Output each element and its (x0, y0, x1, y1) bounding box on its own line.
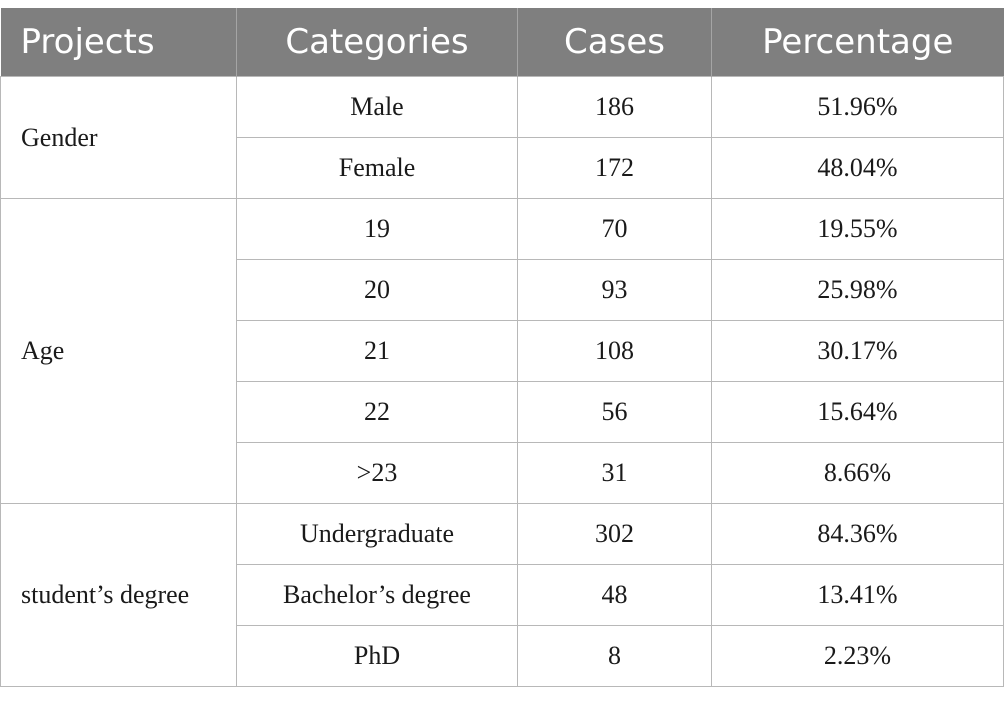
header-cases: Cases (517, 8, 712, 77)
percentage-cell: 2.23% (711, 625, 1004, 687)
cases-cell: 186 (517, 76, 712, 138)
category-cell: Undergraduate (236, 503, 518, 565)
cases-cell: 31 (517, 442, 712, 504)
category-cell: PhD (236, 625, 518, 687)
cases-cell: 108 (517, 320, 712, 382)
category-cell: Bachelor’s degree (236, 564, 518, 626)
percentage-cell: 15.64% (711, 381, 1004, 443)
cases-cell: 93 (517, 259, 712, 321)
cases-cell: 8 (517, 625, 712, 687)
table-row: Age 19 70 19.55% (0, 198, 1004, 504)
percentage-cell: 19.55% (711, 198, 1004, 260)
category-cell: 21 (236, 320, 518, 382)
percentage-cell: 25.98% (711, 259, 1004, 321)
header-percentage: Percentage (711, 8, 1004, 77)
table-row: >23 31 8.66% (1, 442, 1004, 504)
cases-cell: 172 (517, 137, 712, 199)
cases-cell: 302 (517, 503, 712, 565)
table-row: 22 56 15.64% (1, 381, 1004, 443)
cases-cell: 48 (517, 564, 712, 626)
category-cell: Male (236, 76, 518, 138)
header-categories: Categories (236, 8, 518, 77)
percentage-cell: 30.17% (711, 320, 1004, 382)
project-cell-gender: Gender (0, 76, 237, 199)
table-row: Female 172 48.04% (1, 137, 1004, 199)
category-cell: >23 (236, 442, 518, 504)
table-row: student’s degree Undergraduate 302 84.36… (0, 503, 1004, 687)
header-row: Projects Categories Cases Percentage (0, 8, 1004, 77)
percentage-cell: 48.04% (711, 137, 1004, 199)
percentage-cell: 84.36% (711, 503, 1004, 565)
category-cell: 19 (236, 198, 518, 260)
header-projects: Projects (0, 8, 237, 77)
demographics-table: Projects Categories Cases Percentage Gen… (0, 8, 1004, 687)
project-cell-age: Age (0, 198, 237, 504)
table-row: Gender Male 186 51.96% (0, 76, 1004, 199)
category-cell: Female (236, 137, 518, 199)
table-row: Bachelor’s degree 48 13.41% (1, 564, 1004, 626)
percentage-cell: 8.66% (711, 442, 1004, 504)
project-cell-students-degree: student’s degree (0, 503, 237, 687)
percentage-cell: 13.41% (711, 564, 1004, 626)
cases-cell: 70 (517, 198, 712, 260)
percentage-cell: 51.96% (711, 76, 1004, 138)
table-row: PhD 8 2.23% (1, 625, 1004, 687)
cases-cell: 56 (517, 381, 712, 443)
category-cell: 22 (236, 381, 518, 443)
category-cell: 20 (236, 259, 518, 321)
